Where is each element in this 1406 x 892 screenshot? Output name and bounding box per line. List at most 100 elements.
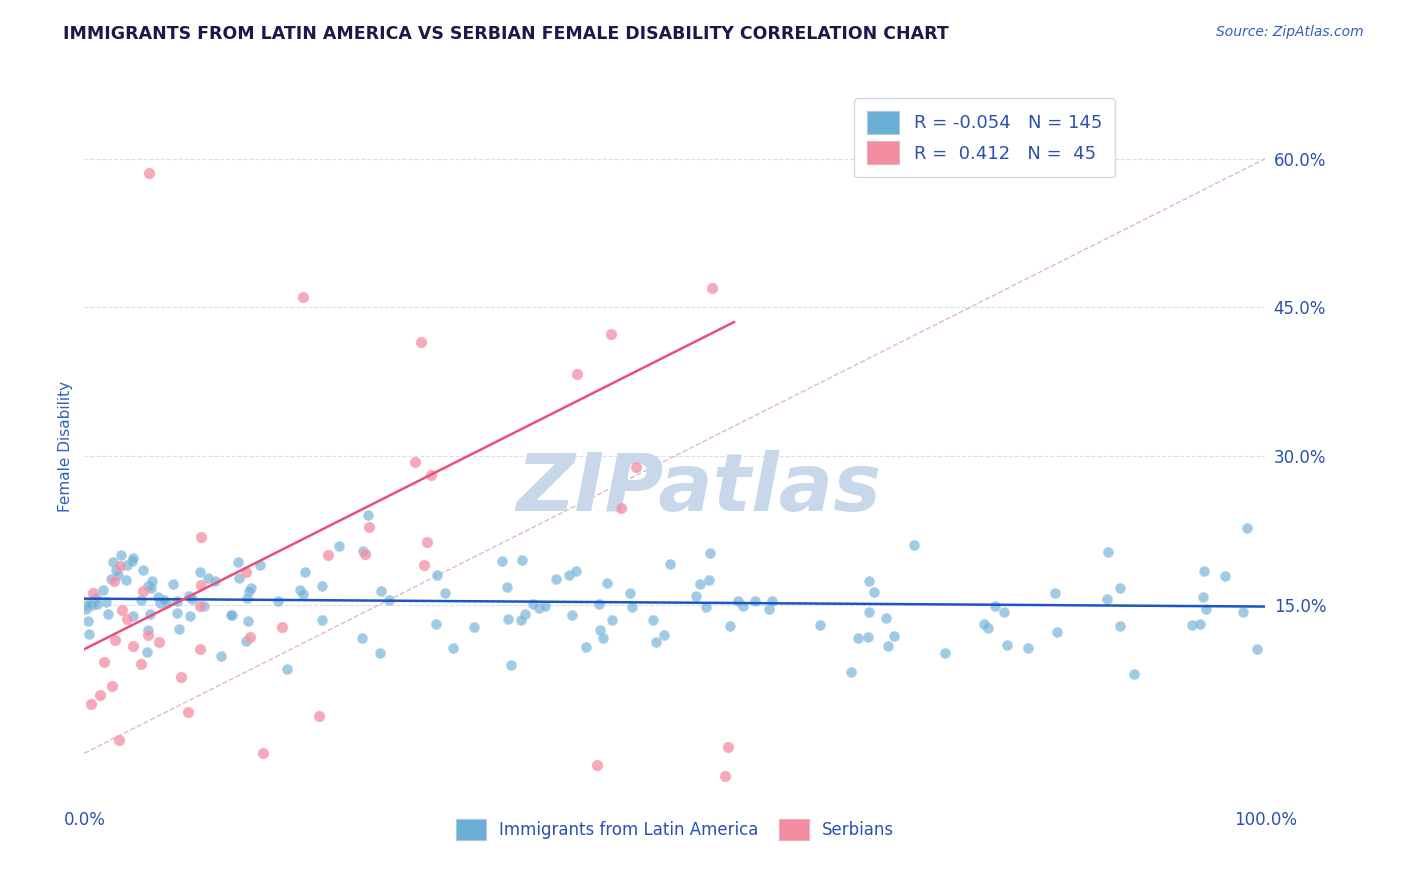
Point (1097, 545, 1119, 559)
Point (350, 631, 373, 645)
Point (228, 571, 250, 585)
Point (575, 640, 598, 654)
Point (565, 565, 588, 579)
Point (718, 619, 741, 633)
Point (883, 629, 905, 643)
Point (122, 550, 145, 565)
Point (138, 623, 160, 637)
Point (1181, 618, 1204, 632)
Point (197, 571, 219, 585)
Point (252, 746, 274, 760)
Point (697, 573, 720, 587)
Point (148, 634, 170, 648)
Point (1188, 616, 1211, 631)
Point (179, 609, 201, 624)
Point (115, 612, 138, 626)
Point (235, 634, 257, 648)
Point (79, 597, 101, 611)
Point (863, 585, 886, 599)
Point (82, 598, 104, 612)
Point (166, 606, 188, 620)
Point (370, 584, 392, 599)
Point (190, 530, 212, 544)
Point (1017, 640, 1039, 655)
Point (181, 591, 204, 606)
Point (188, 565, 211, 579)
Point (714, 768, 737, 782)
Point (316, 548, 339, 562)
Point (1246, 642, 1268, 657)
Point (592, 631, 614, 645)
Point (115, 558, 138, 572)
Point (177, 590, 200, 604)
Point (558, 568, 581, 582)
Point (122, 609, 145, 624)
Point (93, 655, 115, 669)
Point (565, 367, 588, 381)
Point (80, 698, 103, 712)
Point (744, 594, 766, 608)
Point (131, 657, 153, 671)
Point (114, 573, 136, 587)
Point (544, 572, 567, 586)
Point (110, 549, 132, 563)
Point (166, 593, 188, 607)
Point (132, 583, 155, 598)
Point (221, 608, 243, 623)
Point (586, 757, 609, 772)
Point (409, 334, 432, 349)
Point (610, 500, 633, 515)
Point (103, 574, 125, 588)
Point (858, 605, 880, 619)
Point (89, 688, 111, 702)
Point (425, 616, 447, 631)
Point (858, 574, 880, 588)
Point (101, 679, 124, 693)
Point (107, 567, 129, 582)
Point (108, 732, 131, 747)
Point (599, 326, 621, 341)
Point (652, 628, 675, 642)
Point (352, 543, 374, 558)
Point (108, 558, 131, 573)
Point (138, 166, 160, 180)
Point (808, 618, 831, 632)
Point (995, 638, 1018, 652)
Point (685, 589, 707, 603)
Point (620, 600, 643, 615)
Point (249, 558, 271, 572)
Point (139, 607, 162, 621)
Point (717, 739, 740, 754)
Point (513, 607, 536, 621)
Point (404, 455, 426, 469)
Point (121, 639, 143, 653)
Point (267, 594, 290, 608)
Point (496, 580, 519, 594)
Point (441, 641, 464, 656)
Point (416, 535, 439, 549)
Point (97, 607, 120, 622)
Point (177, 705, 200, 719)
Point (288, 583, 311, 598)
Point (121, 554, 143, 568)
Point (499, 657, 522, 672)
Point (357, 508, 380, 523)
Point (328, 539, 350, 553)
Point (426, 567, 449, 582)
Point (529, 601, 551, 615)
Point (600, 613, 623, 627)
Point (510, 553, 533, 567)
Point (1195, 601, 1218, 615)
Point (239, 630, 262, 644)
Point (167, 622, 190, 636)
Point (419, 468, 441, 483)
Point (75, 602, 97, 616)
Text: ZIPatlas: ZIPatlas (516, 450, 882, 528)
Point (659, 558, 682, 572)
Point (695, 599, 717, 614)
Point (413, 558, 436, 572)
Point (77, 626, 100, 640)
Point (136, 644, 159, 658)
Point (240, 581, 263, 595)
Point (236, 591, 259, 605)
